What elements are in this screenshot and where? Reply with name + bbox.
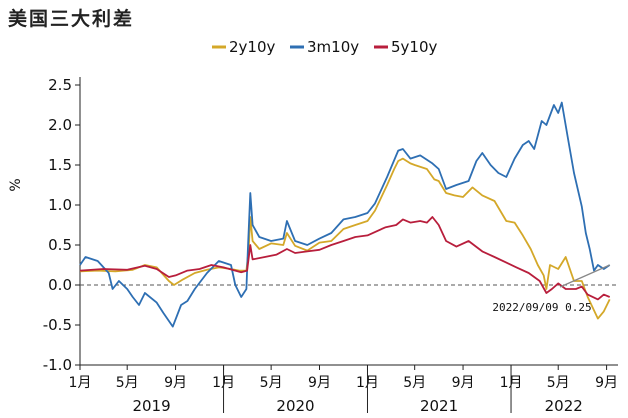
x-tick-label: 5月	[403, 375, 426, 391]
year-label: 2021	[420, 397, 458, 415]
legend-label-5y10y: 5y10y	[391, 38, 438, 56]
x-tick-label: 5月	[116, 375, 139, 391]
x-tick-label: 1月	[69, 375, 92, 391]
y-tick-label: 1.0	[48, 196, 72, 214]
legend-label-3m10y: 3m10y	[307, 38, 359, 56]
x-tick-label: 9月	[452, 375, 475, 391]
x-tick-label: 9月	[164, 375, 187, 391]
y-axis-label: %	[8, 178, 24, 191]
y-tick-label: 2.0	[48, 116, 72, 134]
chart-title: 美国三大利差	[8, 8, 135, 30]
y-tick-label: 1.5	[48, 156, 72, 174]
year-label: 2020	[276, 397, 314, 415]
y-tick-label: 2.5	[48, 76, 72, 94]
x-tick-label: 9月	[595, 375, 618, 391]
y-tick-label: 0.0	[48, 276, 72, 294]
series-line-5y10y	[79, 216, 611, 301]
annotation-arrow	[559, 264, 611, 288]
annotation-label: 2022/09/09 0.25	[492, 301, 591, 314]
x-tick-label: 5月	[547, 375, 570, 391]
y-tick-label: -1.0	[43, 356, 72, 374]
legend-label-2y10y: 2y10y	[229, 38, 276, 56]
series-line-3m10y	[79, 101, 611, 328]
x-tick-label: 9月	[308, 375, 331, 391]
y-tick-label: -0.5	[43, 316, 72, 334]
series-line-2y10y	[79, 157, 611, 320]
y-tick-label: 0.5	[48, 236, 72, 254]
year-label: 2019	[132, 397, 170, 415]
x-tick-label: 5月	[260, 375, 283, 391]
year-label: 2022	[545, 397, 583, 415]
